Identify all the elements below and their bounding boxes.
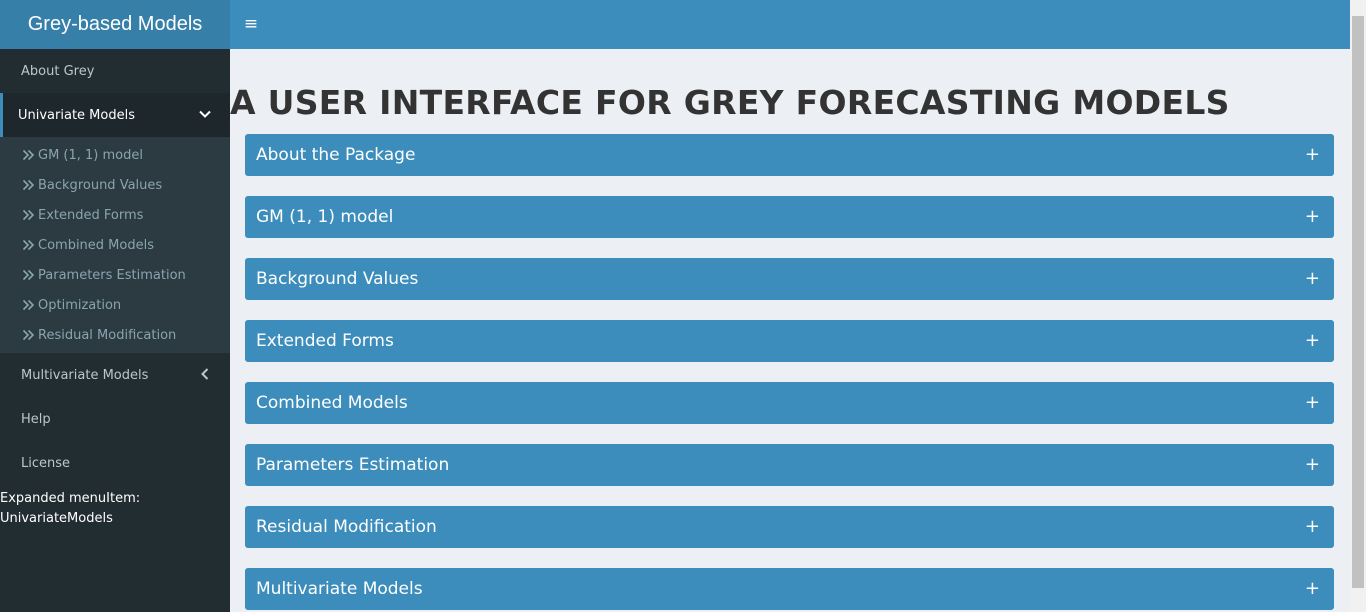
submenu-item-residual-modification[interactable]: Residual Modification [0, 320, 230, 350]
main-content: A USER INTERFACE FOR GREY FORECASTING MO… [230, 49, 1350, 612]
submenu-item-label: Combined Models [38, 237, 154, 253]
double-chevron-right-icon [22, 179, 35, 191]
panel-background-values[interactable]: Background Values + [245, 258, 1334, 300]
univariate-submenu: GM (1, 1) model Background Values Extend… [0, 137, 230, 353]
plus-icon[interactable]: + [1304, 454, 1320, 475]
expanded-note-value: UnivariateModels [0, 511, 113, 526]
submenu-item-gm11[interactable]: GM (1, 1) model [0, 140, 230, 170]
plus-icon[interactable]: + [1304, 578, 1320, 599]
expanded-note-line: Expanded menuItem: [0, 491, 141, 506]
double-chevron-right-icon [22, 239, 35, 251]
double-chevron-right-icon [22, 329, 35, 341]
sidebar-item-license[interactable]: License [0, 441, 230, 485]
panel-title: Combined Models [256, 393, 408, 413]
sidebar-item-about-grey[interactable]: About Grey [0, 49, 230, 93]
sidebar: About Grey Univariate Models GM (1, 1) m… [0, 49, 230, 612]
submenu-item-label: GM (1, 1) model [38, 147, 143, 163]
page-title: A USER INTERFACE FOR GREY FORECASTING MO… [230, 83, 1230, 122]
double-chevron-right-icon [22, 209, 35, 221]
panel-title: Extended Forms [256, 331, 394, 351]
plus-icon[interactable]: + [1304, 268, 1320, 289]
sidebar-item-label: Univariate Models [18, 107, 135, 123]
sidebar-item-label: License [21, 455, 71, 471]
panel-title: Residual Modification [256, 517, 437, 537]
submenu-item-background-values[interactable]: Background Values [0, 170, 230, 200]
submenu-item-label: Background Values [38, 177, 163, 193]
plus-icon[interactable]: + [1304, 392, 1320, 413]
panel-title: Multivariate Models [256, 579, 423, 599]
sidebar-toggle-icon[interactable]: ≡ [243, 14, 259, 34]
vertical-scrollbar[interactable] [1350, 0, 1366, 612]
panel-parameters-estimation[interactable]: Parameters Estimation + [245, 444, 1334, 486]
plus-icon[interactable]: + [1304, 330, 1320, 351]
panel-gm11-model[interactable]: GM (1, 1) model + [245, 196, 1334, 238]
submenu-item-parameters-estimation[interactable]: Parameters Estimation [0, 260, 230, 290]
sidebar-item-help[interactable]: Help [0, 397, 230, 441]
app-logo[interactable]: Grey-based Models [0, 0, 230, 49]
double-chevron-right-icon [22, 269, 35, 281]
submenu-item-label: Extended Forms [38, 207, 144, 223]
scrollbar-thumb[interactable] [1352, 16, 1364, 588]
panel-residual-modification[interactable]: Residual Modification + [245, 506, 1334, 548]
panel-title: Background Values [256, 269, 419, 289]
sidebar-item-univariate-models[interactable]: Univariate Models [0, 93, 230, 137]
panel-title: About the Package [256, 145, 416, 165]
expanded-menuitem-output: Expanded menuItem: UnivariateModels [0, 485, 230, 529]
panel-multivariate-models[interactable]: Multivariate Models + [245, 568, 1334, 610]
submenu-item-extended-forms[interactable]: Extended Forms [0, 200, 230, 230]
double-chevron-right-icon [22, 299, 35, 311]
plus-icon[interactable]: + [1304, 206, 1320, 227]
sidebar-item-multivariate-models[interactable]: Multivariate Models [0, 353, 230, 397]
chevron-down-icon [199, 110, 211, 118]
sidebar-item-label: Multivariate Models [21, 367, 149, 383]
plus-icon[interactable]: + [1304, 144, 1320, 165]
panel-extended-forms[interactable]: Extended Forms + [245, 320, 1334, 362]
chevron-left-icon [201, 368, 209, 380]
submenu-item-combined-models[interactable]: Combined Models [0, 230, 230, 260]
submenu-item-optimization[interactable]: Optimization [0, 290, 230, 320]
panel-title: GM (1, 1) model [256, 207, 394, 227]
sidebar-item-label: About Grey [21, 63, 95, 79]
panel-about-the-package[interactable]: About the Package + [245, 134, 1334, 176]
panel-combined-models[interactable]: Combined Models + [245, 382, 1334, 424]
panel-title: Parameters Estimation [256, 455, 450, 475]
submenu-item-label: Optimization [38, 297, 122, 313]
submenu-item-label: Parameters Estimation [38, 267, 186, 283]
double-chevron-right-icon [22, 149, 35, 161]
sidebar-item-label: Help [21, 411, 51, 427]
plus-icon[interactable]: + [1304, 516, 1320, 537]
top-navbar: ≡ [230, 0, 1350, 49]
submenu-item-label: Residual Modification [38, 327, 177, 343]
